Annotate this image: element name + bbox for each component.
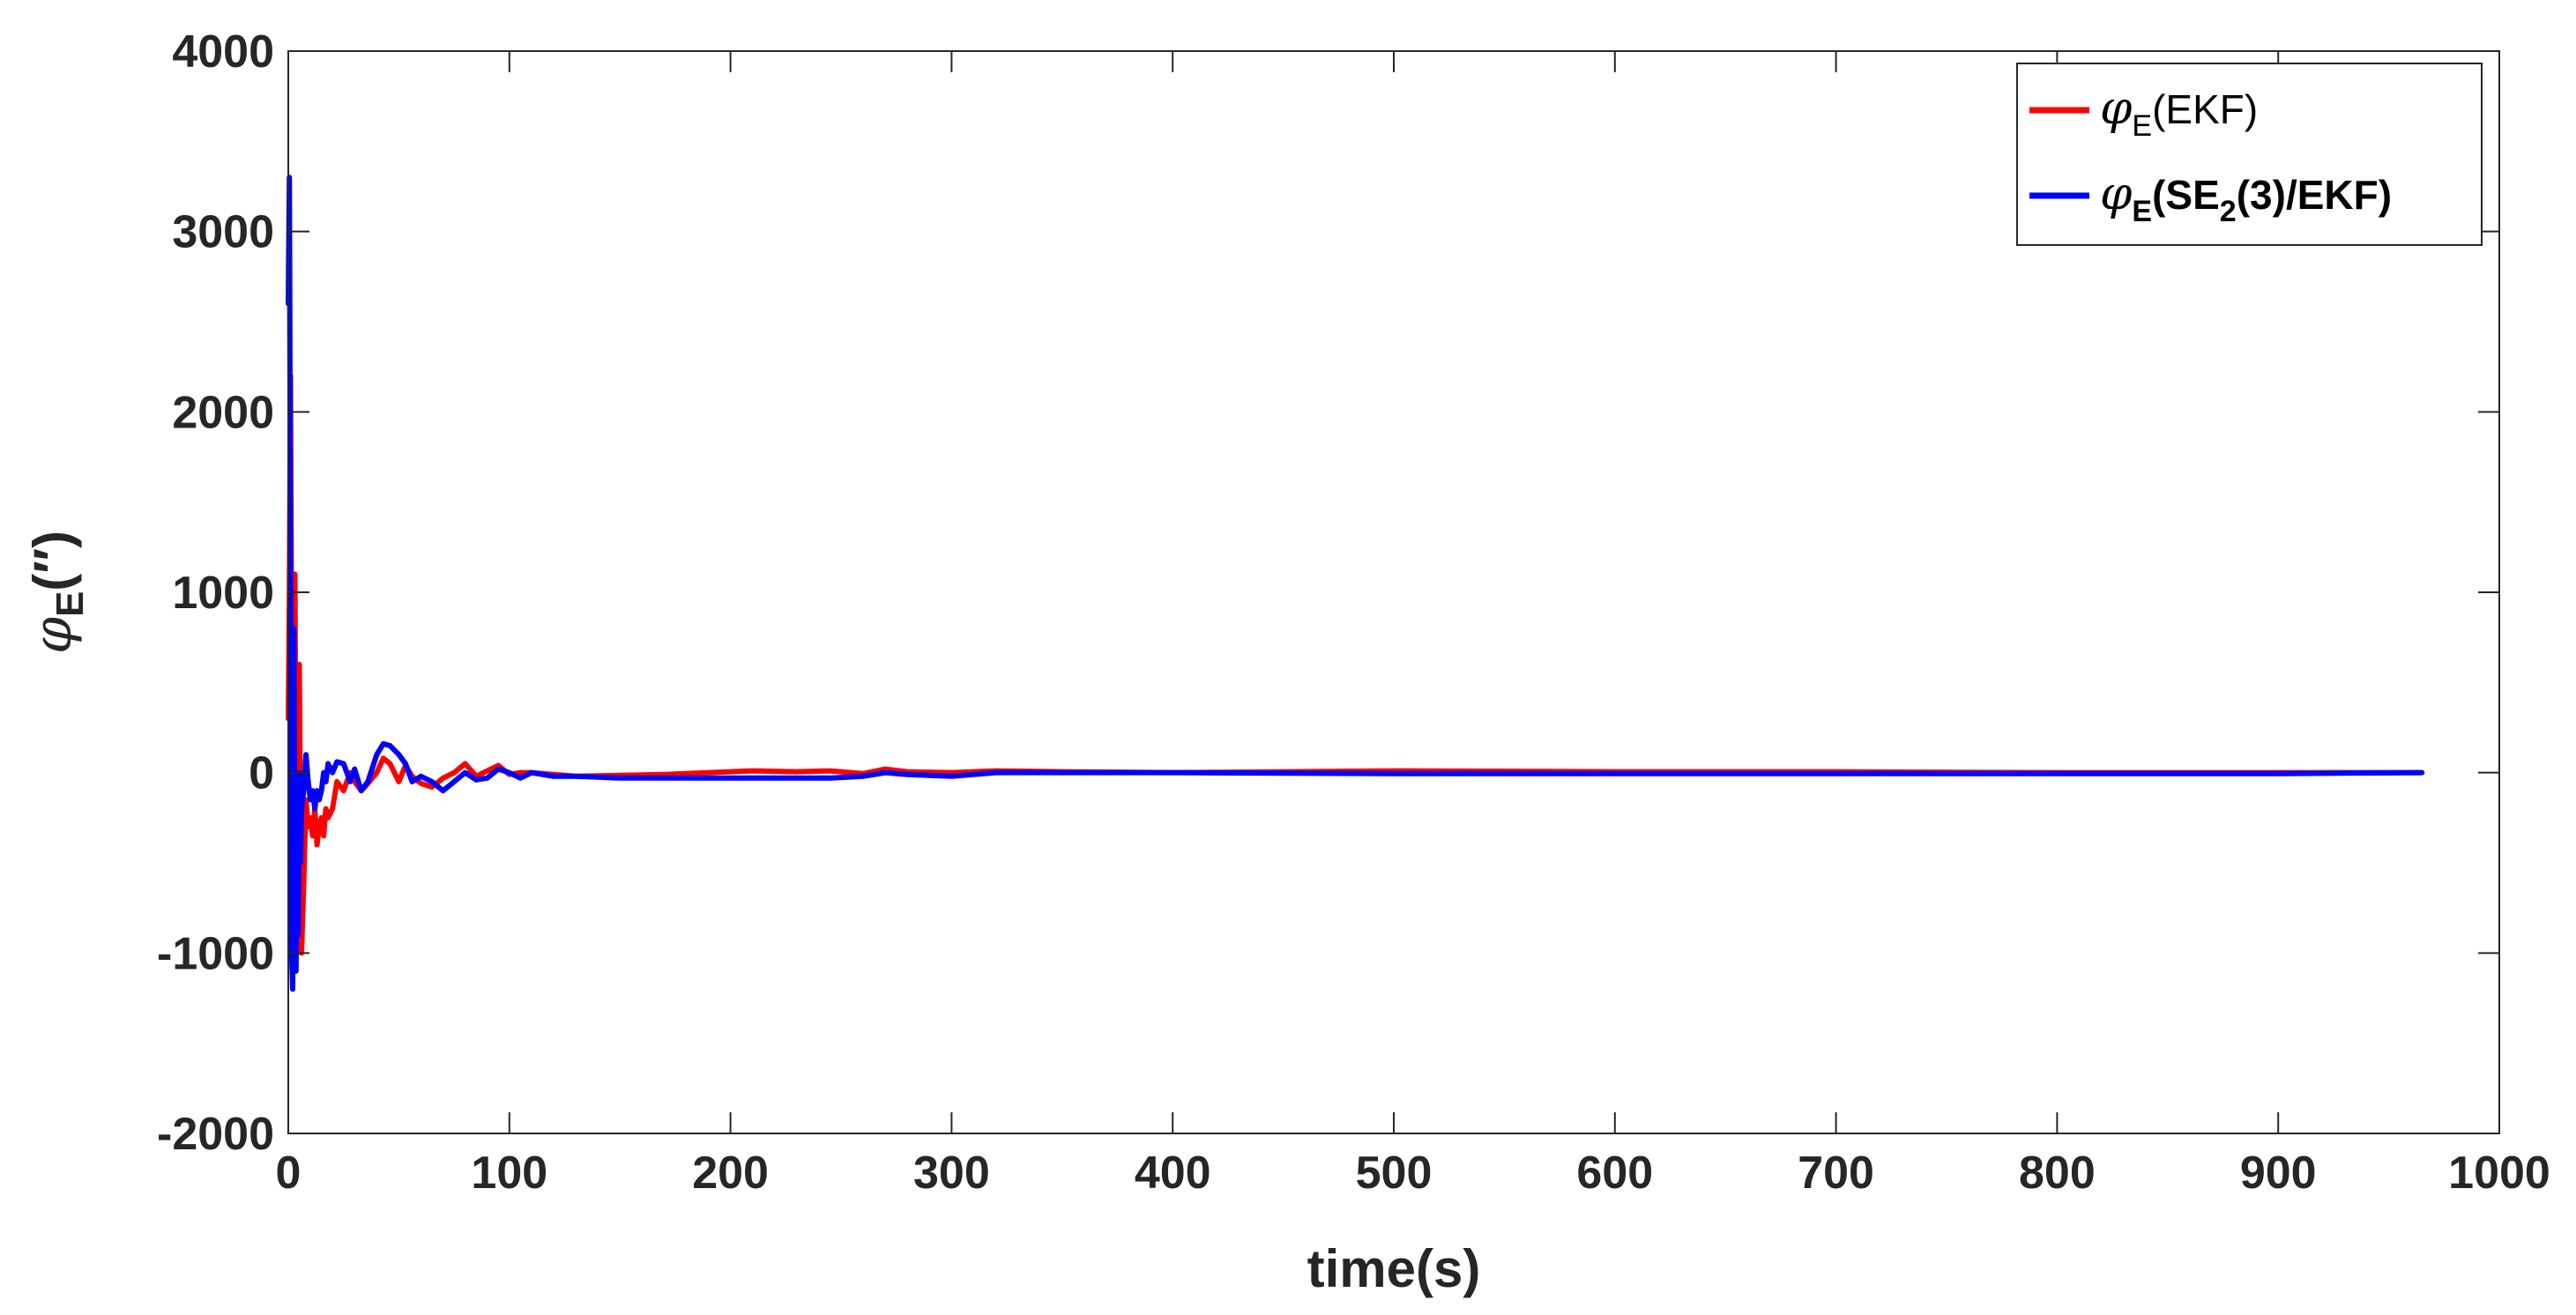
y-axis-title: φE(′′) <box>22 531 92 654</box>
x-tick-label: 1000 <box>2448 1148 2550 1199</box>
legend-se23-text: (SE <box>2152 172 2220 218</box>
y-axis-unit: (′′) <box>23 531 82 591</box>
x-tick-label: 0 <box>276 1148 302 1199</box>
legend-label-se23-ekf: φE(SE2(3)/EKF) <box>2100 167 2392 228</box>
y-tick-label: 4000 <box>172 26 274 78</box>
y-tick-label: -2000 <box>157 1109 274 1160</box>
legend-se23-symbol: φ <box>2100 167 2133 220</box>
x-tick-label: 800 <box>2019 1148 2096 1199</box>
y-tick-label: 2000 <box>172 387 274 438</box>
y-axis-symbol: φ <box>22 617 84 654</box>
y-tick-label: 0 <box>249 748 274 799</box>
legend-ekf-symbol: φ <box>2100 82 2133 135</box>
x-tick-label: 700 <box>1798 1148 1874 1199</box>
x-tick-label: 900 <box>2240 1148 2317 1199</box>
tick-layer: 0 100 200 300 400 500 600 700 800 900 1000 -2000 -10… <box>157 26 2550 1199</box>
legend-box <box>2016 63 2483 246</box>
x-tick-label: 400 <box>1135 1148 1211 1199</box>
x-tick-label: 600 <box>1576 1148 1653 1199</box>
y-axis-subscript: E <box>48 591 92 617</box>
legend-se23-subscript2: 2 <box>2220 195 2237 228</box>
x-axis-title: time(s) <box>1307 1239 1481 1298</box>
legend-ekf-subscript: E <box>2132 109 2152 143</box>
x-tick-label: 300 <box>913 1148 990 1199</box>
x-tick-label: 100 <box>471 1148 547 1199</box>
x-tick-label: 500 <box>1356 1148 1433 1199</box>
series-line-se23-ekf <box>286 175 2425 992</box>
y-tick-label: 3000 <box>172 207 274 258</box>
legend-ekf-text: (EKF) <box>2152 86 2258 132</box>
y-tick-label: -1000 <box>157 928 274 979</box>
legend-label-ekf: φE(EKF) <box>2100 82 2258 143</box>
x-tick-label: 200 <box>692 1148 769 1199</box>
series-layer <box>286 175 2425 992</box>
y-tick-label: 1000 <box>172 568 274 619</box>
legend-se23-subscript: E <box>2132 195 2152 228</box>
legend-se23-text2: (3)/EKF) <box>2237 172 2392 218</box>
legend: φE(EKF) φE(SE2(3)/EKF) <box>2016 63 2483 246</box>
